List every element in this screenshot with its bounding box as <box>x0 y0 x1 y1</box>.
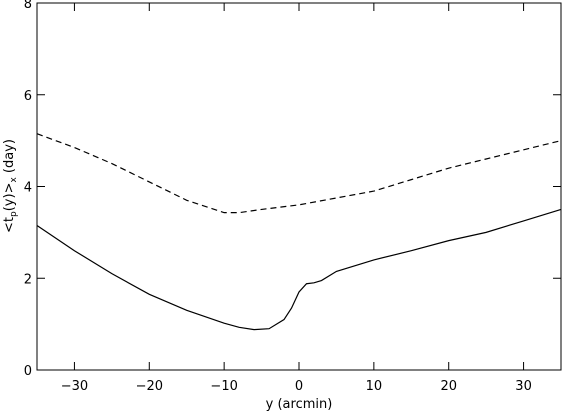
x-tick-label: −20 <box>136 379 163 394</box>
x-tick-label: −10 <box>210 379 237 394</box>
y-tick-label: 2 <box>24 272 32 287</box>
y-label-part: <t <box>2 217 17 233</box>
x-tick-label: 20 <box>440 379 457 394</box>
data-line <box>36 208 562 331</box>
x-tick-label: 30 <box>515 379 532 394</box>
plot-frame <box>36 2 562 371</box>
x-axis-label: y (arcmin) <box>266 397 333 412</box>
y-tick-label: 6 <box>24 89 32 104</box>
y-label-part: (day) <box>2 139 17 177</box>
y-tick-label: 8 <box>24 0 32 12</box>
x-tick-label: 0 <box>295 379 303 394</box>
y-tick-label: 0 <box>24 364 32 379</box>
y-label-part: (y)> <box>2 183 17 212</box>
x-tick-label: −30 <box>61 379 88 394</box>
y-axis-label: <tp(y)>x (day) <box>2 139 19 233</box>
y-label-sub: x <box>9 177 19 183</box>
x-tick-label: 10 <box>366 379 383 394</box>
y-tick-label: 4 <box>24 181 32 196</box>
y-label-sub: p <box>9 211 19 217</box>
data-line <box>36 133 562 214</box>
